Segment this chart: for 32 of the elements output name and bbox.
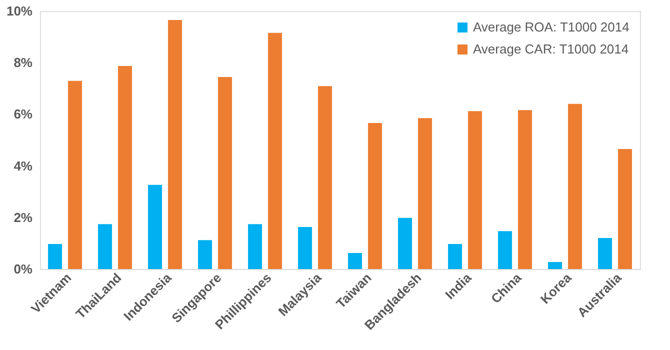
bar: [48, 244, 62, 269]
bar: [268, 32, 282, 269]
bar: [368, 122, 382, 269]
legend-label: Average CAR: T1000 2014: [473, 42, 629, 56]
y-tick-label: 10%: [6, 4, 33, 18]
bar: [218, 77, 232, 269]
bar: [68, 80, 82, 269]
bar: [418, 118, 432, 269]
bar: [98, 224, 112, 269]
y-tick-label: 2%: [14, 210, 33, 225]
y-tick-label: 0%: [14, 262, 33, 276]
bar: [448, 244, 462, 269]
bar: [318, 86, 332, 269]
bar: [148, 184, 162, 269]
bar: [548, 262, 562, 269]
bar: [198, 240, 212, 269]
bar: [298, 226, 312, 269]
bar: [598, 238, 612, 269]
bar: [398, 218, 412, 269]
bar: [498, 231, 512, 269]
bar: [118, 66, 132, 269]
y-tick-label: 8%: [14, 55, 33, 70]
bar: [468, 111, 482, 269]
legend-label: Average ROA: T1000 2014: [473, 20, 630, 34]
bar: [618, 149, 632, 269]
bar: [518, 110, 532, 269]
bar: [168, 20, 182, 269]
bar: [348, 253, 362, 269]
bar: [568, 104, 582, 269]
y-tick-label: 6%: [14, 106, 33, 122]
y-tick-label: 4%: [14, 158, 33, 174]
bar: [248, 224, 262, 269]
